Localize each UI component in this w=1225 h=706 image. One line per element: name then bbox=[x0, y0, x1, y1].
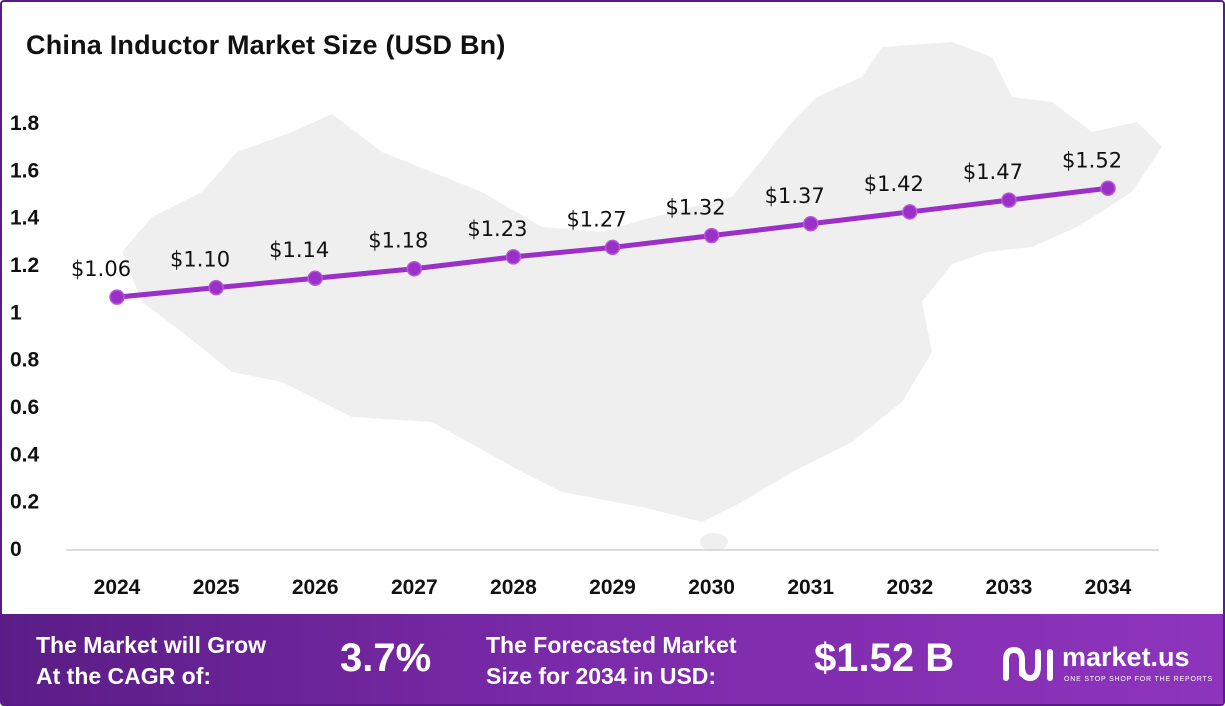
y-tick-label: 1.6 bbox=[10, 159, 39, 182]
chart-title: China Inductor Market Size (USD Bn) bbox=[26, 30, 506, 60]
cagr-caption: The Market will Grow At the CAGR of: bbox=[36, 630, 266, 692]
data-point bbox=[505, 249, 522, 265]
data-point bbox=[1100, 180, 1116, 197]
x-tick-label: 2030 bbox=[688, 576, 735, 599]
y-tick-label: 0.2 bbox=[10, 491, 39, 514]
x-tick-label: 2025 bbox=[193, 576, 240, 599]
x-tick-label: 2028 bbox=[490, 576, 537, 599]
y-tick-label: 1.4 bbox=[10, 207, 40, 230]
x-tick-label: 2034 bbox=[1085, 576, 1132, 599]
data-label: $1.06 bbox=[71, 257, 131, 281]
y-tick-label: 0.4 bbox=[10, 443, 40, 466]
y-tick-label: 0.8 bbox=[10, 349, 40, 372]
y-tick-label: 1.2 bbox=[10, 254, 39, 277]
cagr-caption-line1: The Market will Grow bbox=[36, 632, 267, 658]
data-point bbox=[109, 289, 125, 305]
forecast-caption: The Forecasted Market Size for 2034 in U… bbox=[486, 630, 737, 692]
brand-tagline: ONE STOP SHOP FOR THE REPORTS bbox=[1064, 676, 1213, 683]
forecast-caption-line2: Size for 2034 in USD: bbox=[486, 663, 717, 689]
data-label: $1.27 bbox=[566, 207, 626, 231]
china-map-background bbox=[122, 42, 1162, 522]
market-us-logo[interactable]: market.us ONE STOP SHOP FOR THE REPORTS bbox=[1000, 640, 1220, 690]
data-point bbox=[208, 279, 224, 296]
x-tick-label: 2029 bbox=[589, 576, 636, 599]
data-point bbox=[802, 216, 819, 232]
x-tick-label: 2033 bbox=[986, 576, 1033, 599]
data-label: $1.37 bbox=[765, 184, 825, 208]
footer-banner: The Market will Grow At the CAGR of: 3.7… bbox=[2, 614, 1223, 704]
data-point bbox=[703, 227, 720, 244]
market-us-logo-icon bbox=[1003, 646, 1053, 682]
y-tick-label: 1 bbox=[10, 301, 22, 324]
chart-canvas: 0 0.2 0.4 0.6 0.8 1 1.2 1.4 1.6 1.8 2024 2025 2026 2… bbox=[10, 42, 1162, 599]
x-tick-label: 2024 bbox=[94, 576, 141, 599]
data-label: $1.18 bbox=[368, 229, 428, 253]
data-label: $1.23 bbox=[467, 217, 527, 241]
cagr-caption-line2: At the CAGR of: bbox=[36, 663, 212, 689]
data-label: $1.32 bbox=[666, 196, 726, 220]
data-point bbox=[406, 260, 423, 277]
y-tick-label: 0 bbox=[10, 538, 22, 561]
data-label: $1.52 bbox=[1062, 148, 1122, 172]
hainan-island bbox=[700, 533, 728, 551]
y-tick-label: 1.8 bbox=[10, 112, 40, 135]
data-point bbox=[604, 239, 621, 256]
data-label: $1.47 bbox=[963, 160, 1023, 184]
data-point bbox=[1001, 192, 1017, 208]
data-point bbox=[902, 204, 918, 220]
data-label: $1.14 bbox=[269, 238, 329, 262]
x-tick-label: 2027 bbox=[391, 576, 438, 599]
forecast-caption-line1: The Forecasted Market bbox=[486, 632, 737, 658]
forecast-value: $1.52 B bbox=[814, 636, 955, 680]
y-tick-label: 0.6 bbox=[10, 396, 39, 419]
x-tick-label: 2032 bbox=[886, 576, 933, 599]
data-label: $1.42 bbox=[864, 172, 924, 196]
data-point bbox=[307, 270, 323, 286]
cagr-value: 3.7% bbox=[340, 636, 432, 680]
brand-name: market.us bbox=[1062, 642, 1190, 672]
x-tick-label: 2031 bbox=[787, 576, 834, 599]
data-label: $1.10 bbox=[170, 248, 230, 272]
x-tick-label: 2026 bbox=[292, 576, 339, 599]
